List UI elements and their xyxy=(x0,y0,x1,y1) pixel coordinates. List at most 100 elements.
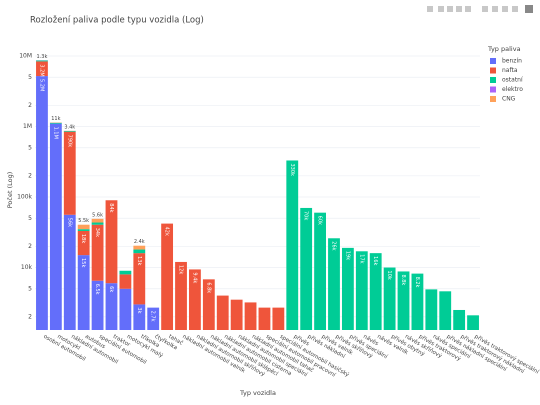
data-label: 8.8k xyxy=(400,274,406,285)
bar-segment xyxy=(77,229,90,231)
bar-segment xyxy=(133,245,146,250)
bar-segment xyxy=(397,271,410,330)
y-tick-label: 5 xyxy=(28,215,32,222)
bar-segment xyxy=(411,273,424,330)
bar-segment xyxy=(341,247,354,330)
bar-segment xyxy=(202,279,215,330)
bar-segment xyxy=(133,249,146,254)
data-label: 5.2M xyxy=(38,79,44,91)
tool-icon[interactable] xyxy=(447,6,453,12)
data-label: 60k xyxy=(317,216,323,225)
bar-segment xyxy=(286,160,299,330)
tool-icon[interactable] xyxy=(482,6,488,12)
legend-swatch xyxy=(490,58,496,64)
tool-icon[interactable] xyxy=(502,6,508,12)
bar-segment xyxy=(77,255,90,330)
bar-segment xyxy=(314,212,326,330)
bar-segment xyxy=(300,207,313,330)
data-label: 3.2M xyxy=(38,64,44,76)
bar-segment xyxy=(49,122,62,124)
chart-title: Rozložení paliva podle typu vozidla (Log… xyxy=(30,16,204,26)
bar-segment xyxy=(63,131,76,215)
data-label: 3.4k xyxy=(64,124,75,130)
bar-segment xyxy=(63,130,76,132)
bar-segment xyxy=(36,60,48,62)
bar-segment xyxy=(369,253,382,330)
bar-segment xyxy=(36,76,48,330)
bar-segment xyxy=(175,261,187,330)
data-label: 56k xyxy=(66,218,72,227)
y-tick-label: 10M xyxy=(19,53,32,60)
legend-title: Typ paliva xyxy=(487,45,521,53)
bar-segment xyxy=(36,61,48,77)
data-label: 84k xyxy=(108,203,114,212)
y-tick-label: 5 xyxy=(28,144,32,151)
data-label: 15k xyxy=(80,258,86,267)
data-label: 19k xyxy=(344,251,350,260)
bar-segment xyxy=(133,253,146,305)
legend-label: nafta xyxy=(502,67,518,74)
y-tick-label: 100k xyxy=(17,194,32,201)
data-label: 5.5k xyxy=(78,218,89,224)
data-label: 6k xyxy=(108,286,114,292)
legend-label: benzín xyxy=(502,58,522,65)
bar-segment xyxy=(189,269,201,330)
tool-icon[interactable] xyxy=(438,6,444,12)
bar-segment xyxy=(91,224,104,281)
bar-segment xyxy=(439,291,452,330)
legend-swatch xyxy=(490,96,496,102)
tool-icon[interactable] xyxy=(492,6,498,12)
tool-icon[interactable] xyxy=(512,6,518,12)
bar-segment xyxy=(91,280,104,330)
data-label: 8.2k xyxy=(414,277,420,288)
data-label: 2.7k xyxy=(150,311,156,322)
bar-segment xyxy=(49,123,62,330)
bar-segment xyxy=(119,270,132,275)
data-label: 17k xyxy=(358,254,364,263)
tool-icon[interactable] xyxy=(465,6,471,12)
data-label: 790k xyxy=(66,135,72,148)
y-tick-label: 1M xyxy=(23,123,32,130)
legend-label: elektro xyxy=(502,86,523,93)
x-axis-title: Typ vozidla xyxy=(239,389,276,397)
bar-segment xyxy=(244,302,257,330)
bar-segment xyxy=(63,214,76,330)
plotly-logo[interactable] xyxy=(525,5,533,13)
data-label: 6.8k xyxy=(205,282,211,293)
data-label: 42k xyxy=(164,227,170,236)
data-label: 1.1M xyxy=(52,127,58,139)
bar-segment xyxy=(425,289,438,330)
data-label: 9.4k xyxy=(191,272,197,283)
bar-segment xyxy=(216,295,229,330)
y-tick-label: 2 xyxy=(28,172,32,179)
data-label: 26k xyxy=(330,241,336,250)
bar-segment xyxy=(383,267,396,330)
bar-segment xyxy=(77,230,90,256)
legend-swatch xyxy=(490,67,496,74)
bar-segment xyxy=(161,223,174,330)
bar-segment xyxy=(105,283,118,330)
bar-segment xyxy=(258,307,271,330)
data-label: 34k xyxy=(94,228,100,237)
data-label: 11k xyxy=(51,116,60,122)
y-tick-label: 2 xyxy=(28,313,32,320)
bar-segment xyxy=(355,251,368,330)
bar-segment xyxy=(91,218,104,223)
bar-segment xyxy=(133,304,146,330)
legend-swatch xyxy=(490,86,496,93)
data-label: 1.3k xyxy=(37,54,48,60)
y-tick-label: 5 xyxy=(28,285,32,292)
data-label: 6.5k xyxy=(94,284,100,295)
data-label: 2.4k xyxy=(134,239,145,245)
y-axis-title: Počet (Log) xyxy=(6,172,14,209)
bar-segment xyxy=(105,200,118,284)
y-tick-label: 5 xyxy=(28,74,32,81)
tool-icon[interactable] xyxy=(427,6,433,12)
tool-icon[interactable] xyxy=(456,6,462,12)
y-tick-label: 10k xyxy=(21,264,33,271)
data-label: 10k xyxy=(386,271,392,280)
legend-swatch xyxy=(490,77,496,83)
data-label: 13k xyxy=(136,256,142,265)
y-tick-label: 2 xyxy=(28,102,32,109)
